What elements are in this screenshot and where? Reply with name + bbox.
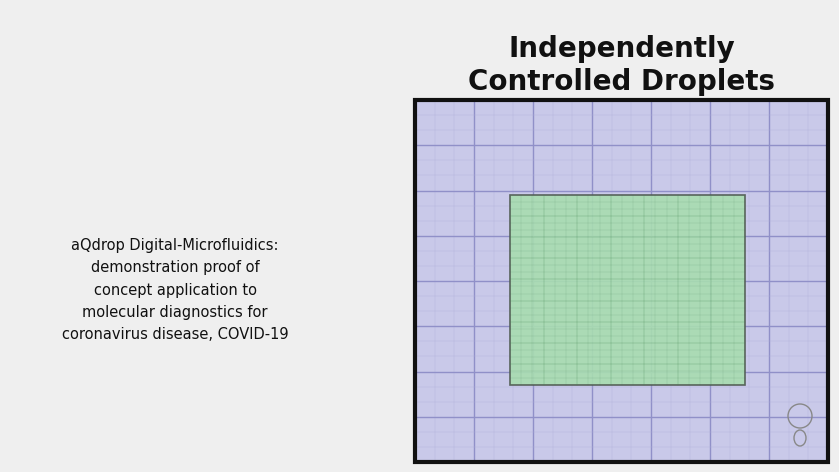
Bar <box>510 195 745 385</box>
Text: aQdrop Digital-Microfluidics:
demonstration proof of
concept application to
mole: aQdrop Digital-Microfluidics: demonstrat… <box>62 238 289 342</box>
Text: Independently: Independently <box>508 35 735 63</box>
Bar <box>415 100 828 462</box>
Text: Controlled Droplets: Controlled Droplets <box>468 68 775 96</box>
Bar <box>415 100 828 462</box>
